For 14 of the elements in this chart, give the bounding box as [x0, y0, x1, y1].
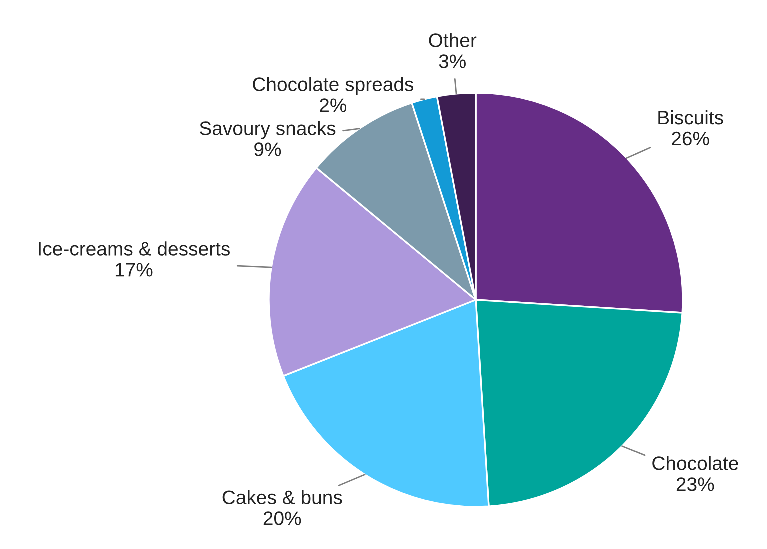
data-label: 17% [116, 263, 153, 277]
data-label: 3% [439, 54, 466, 68]
slice-label: Chocolate spreads [253, 77, 414, 96]
slice-label: Ice-creams & desserts [39, 242, 230, 256]
data-label: 26% [672, 132, 710, 146]
data-label: 23% [676, 478, 714, 492]
slice-label: Other [429, 33, 477, 48]
slice-label: Biscuits [658, 110, 724, 125]
data-label: 2% [320, 98, 347, 112]
slice-label: Savoury snacks [200, 121, 336, 140]
data-label: 9% [254, 142, 282, 156]
data-label: 20% [264, 512, 302, 526]
slice-label: Chocolate [652, 456, 738, 470]
slice-label: Cakes & buns [222, 490, 342, 504]
